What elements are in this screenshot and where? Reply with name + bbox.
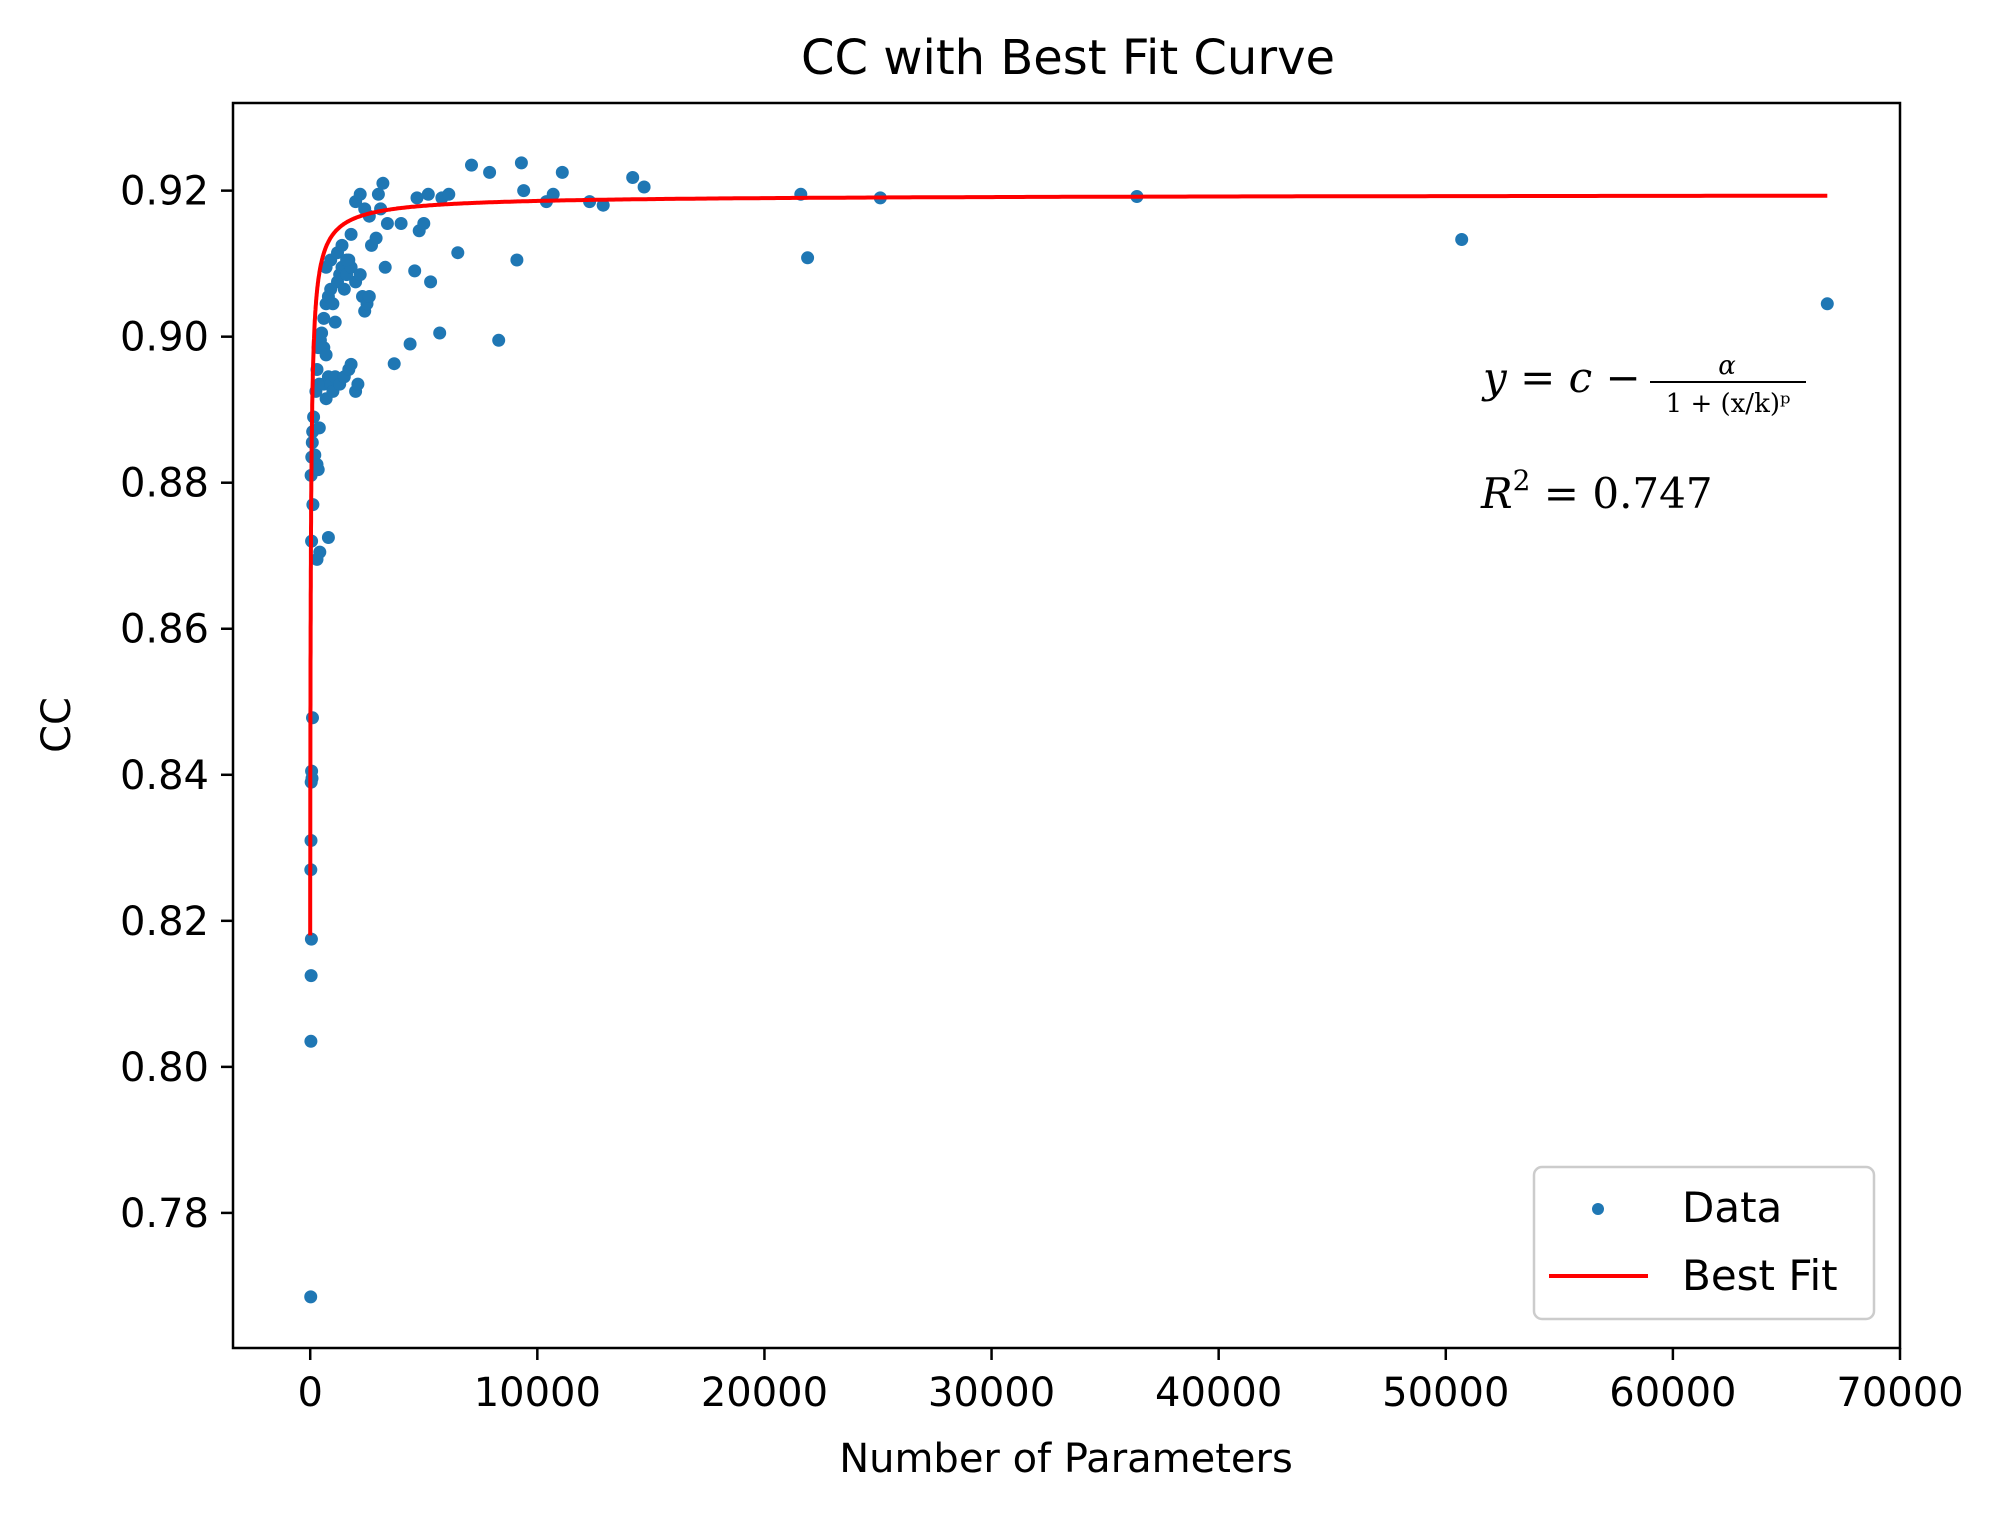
data-point xyxy=(387,357,401,371)
x-tick-label: 20000 xyxy=(701,1370,828,1416)
data-point xyxy=(555,165,569,179)
data-point xyxy=(337,282,351,296)
legend-data-marker xyxy=(1592,1203,1604,1215)
data-point xyxy=(483,165,497,179)
data-point xyxy=(304,1290,318,1304)
data-point xyxy=(344,357,358,371)
data-point xyxy=(424,275,438,289)
data-point xyxy=(421,187,435,201)
data-point xyxy=(313,545,327,559)
data-point xyxy=(306,711,319,725)
data-point xyxy=(328,315,342,329)
data-point xyxy=(311,463,325,477)
y-tick-label: 0.80 xyxy=(120,1045,209,1091)
data-point xyxy=(408,264,422,278)
x-tick-label: 10000 xyxy=(474,1370,601,1416)
x-tick-label: 0 xyxy=(297,1370,322,1416)
legend-fit-label: Best Fit xyxy=(1682,1251,1838,1300)
data-point xyxy=(514,156,528,170)
best-fit-line xyxy=(308,193,1828,936)
data-point xyxy=(317,311,331,325)
r-squared-annotation: R2 = 0.747 xyxy=(1480,464,1713,518)
data-point xyxy=(417,217,431,230)
data-point xyxy=(492,333,506,347)
data-point xyxy=(304,1034,318,1048)
plot-frame xyxy=(231,101,1902,1350)
legend-data-label: Data xyxy=(1682,1183,1782,1232)
data-point xyxy=(304,969,318,983)
data-point xyxy=(376,176,390,190)
r2-value: = 0.747 xyxy=(1530,469,1712,518)
data-point xyxy=(362,290,376,303)
data-point xyxy=(637,180,651,194)
data-point xyxy=(510,253,524,267)
data-point xyxy=(380,217,394,230)
y-axis-label: CC xyxy=(34,697,80,753)
data-point xyxy=(353,187,367,201)
x-tick-label: 70000 xyxy=(1836,1370,1963,1416)
data-point xyxy=(517,184,531,198)
x-axis-ticks: 0 10000 20000 30000 40000 50000 60000 70000 xyxy=(297,1348,1964,1416)
x-axis-label: Number of Parameters xyxy=(839,1436,1293,1482)
x-tick-label: 40000 xyxy=(1155,1370,1282,1416)
data-point xyxy=(546,187,560,201)
formula-annotation: y = c − α 1 + (x/k)ᵖ xyxy=(1481,351,1806,419)
data-point xyxy=(801,251,815,265)
y-tick-label: 0.88 xyxy=(120,461,209,507)
y-tick-label: 0.82 xyxy=(120,899,209,945)
data-point xyxy=(410,191,424,205)
formula-lhs: y = c − xyxy=(1481,353,1641,402)
x-tick-label: 30000 xyxy=(928,1370,1055,1416)
x-tick-label: 50000 xyxy=(1382,1370,1509,1416)
data-point xyxy=(304,932,318,946)
data-point xyxy=(344,227,358,241)
data-point xyxy=(353,268,367,282)
y-tick-label: 0.92 xyxy=(120,169,209,215)
data-point xyxy=(596,198,610,212)
data-point xyxy=(1455,233,1469,246)
y-tick-label: 0.84 xyxy=(120,753,209,799)
svg-text:R2 = 0.747: R2 = 0.747 xyxy=(1480,464,1713,518)
data-point xyxy=(465,158,478,172)
r2-symbol: R xyxy=(1480,469,1513,518)
y-tick-label: 0.90 xyxy=(120,315,209,361)
data-point xyxy=(369,231,383,245)
y-tick-label: 0.86 xyxy=(120,607,209,653)
data-point xyxy=(442,187,456,201)
legend: Data Best Fit xyxy=(1532,1165,1876,1321)
legend-box xyxy=(1532,1165,1876,1321)
data-point xyxy=(451,246,465,260)
y-axis-ticks: 0.78 0.80 0.82 0.84 0.86 0.88 0.90 0.92 xyxy=(120,169,233,1237)
x-tick-label: 60000 xyxy=(1609,1370,1736,1416)
data-point xyxy=(340,253,354,267)
data-point xyxy=(394,217,408,230)
data-point xyxy=(326,297,340,311)
data-point xyxy=(1820,297,1834,311)
data-point xyxy=(319,348,333,362)
formula-numerator: α xyxy=(1718,351,1736,381)
data-point xyxy=(403,337,417,351)
data-point xyxy=(335,238,349,252)
data-point xyxy=(433,326,447,340)
data-point xyxy=(351,377,365,391)
r2-exponent: 2 xyxy=(1513,464,1531,497)
data-point xyxy=(315,326,329,340)
chart-title: CC with Best Fit Curve xyxy=(801,30,1335,86)
data-point xyxy=(312,421,326,435)
data-point xyxy=(371,187,385,201)
formula-denominator: 1 + (x/k)ᵖ xyxy=(1666,389,1791,419)
data-point xyxy=(378,260,392,274)
data-point xyxy=(626,171,640,184)
data-points-layer xyxy=(304,156,1834,1304)
plot-area xyxy=(304,156,1834,1304)
y-tick-label: 0.78 xyxy=(120,1191,209,1237)
data-point xyxy=(321,531,335,544)
